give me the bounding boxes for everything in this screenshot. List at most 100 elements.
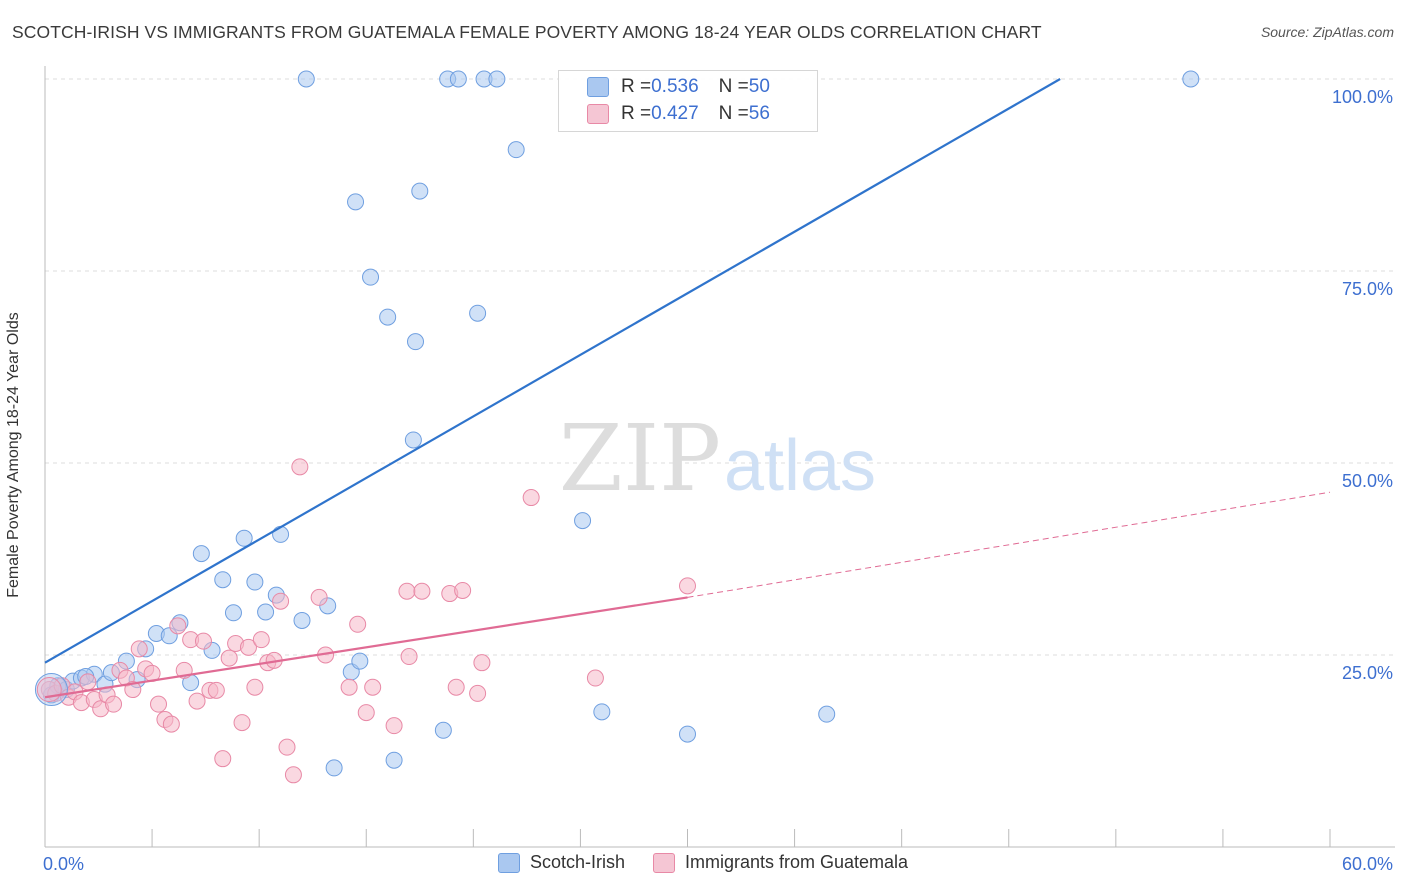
chart-source: Source: ZipAtlas.com: [1260, 24, 1394, 40]
guatemala-point: [349, 615, 367, 633]
scotch-irish-point: [214, 571, 232, 589]
guatemala-point: [233, 714, 251, 732]
guatemala-point: [291, 458, 309, 476]
scotch-irish-point: [434, 721, 452, 739]
scotch-irish-point: [1182, 70, 1200, 88]
scotch-irish-point: [235, 529, 253, 547]
guatemala-point: [36, 677, 62, 703]
guatemala-point: [214, 750, 232, 768]
scotch-irish-point: [351, 652, 369, 670]
guatemala-point: [162, 715, 180, 733]
scotch-irish-point: [34, 673, 68, 707]
legend-row-scotch-irish: R = 0.536 N = 50: [559, 74, 770, 100]
guatemala-point: [194, 632, 212, 650]
series-legend-item-guatemala: Immigrants from Guatemala: [652, 852, 909, 873]
guatemala-point: [340, 678, 358, 696]
guatemala-point: [385, 717, 403, 735]
guatemala-point: [284, 766, 302, 784]
watermark-atlas: atlas: [724, 426, 876, 506]
scotch-irish-point: [488, 70, 506, 88]
scotch-irish-point: [411, 182, 429, 200]
legend-swatch-blue: [587, 77, 609, 97]
guatemala-point: [469, 684, 487, 702]
legend-swatch-pink: [587, 104, 609, 124]
series-legend: Scotch-Irish Immigrants from Guatemala: [0, 852, 1406, 873]
scotch-irish-point: [507, 141, 525, 159]
scotch-irish-point: [379, 308, 397, 326]
y-tick-label: 25.0%: [1342, 663, 1393, 683]
guatemala-point: [130, 640, 148, 658]
guatemala-point: [105, 695, 123, 713]
scotch-irish-point: [272, 525, 290, 543]
guatemala-point: [169, 617, 187, 635]
scotch-irish-point: [818, 705, 836, 723]
guatemala-point: [188, 692, 206, 710]
guatemala-point: [679, 577, 696, 595]
scotch-irish-point: [574, 512, 592, 530]
guatemala-trendline-extension: [687, 491, 1331, 598]
series-name: Scotch-Irish: [529, 852, 625, 872]
x-tick-label: 60.0%: [1342, 854, 1393, 874]
guatemala-point: [246, 678, 264, 696]
guatemala-point: [413, 582, 431, 600]
legend-r-value: 0.427: [651, 103, 699, 124]
y-axis-label: Female Poverty Among 18-24 Year Olds: [5, 312, 22, 598]
watermark-zip: ZIP: [559, 405, 721, 512]
guatemala-point: [473, 654, 491, 672]
scotch-irish-point: [362, 268, 380, 286]
guatemala-point: [239, 638, 257, 656]
guatemala-point: [124, 681, 142, 699]
guatemala-point: [364, 678, 382, 696]
guatemala-point: [207, 681, 225, 699]
legend-n-value: 50: [748, 76, 770, 97]
scotch-irish-point: [679, 725, 696, 743]
scotch-irish-point: [224, 604, 242, 622]
scotch-irish-point: [347, 193, 365, 211]
y-tick-label: 100.0%: [1332, 87, 1393, 107]
guatemala-point: [400, 648, 418, 666]
series-swatch-blue: [497, 852, 520, 873]
legend-row-guatemala: R = 0.427 N = 56: [559, 101, 770, 127]
y-tick-label: 75.0%: [1342, 279, 1393, 299]
legend-n-value: 56: [748, 103, 770, 124]
guatemala-point: [278, 738, 296, 756]
scotch-irish-point: [407, 333, 425, 351]
legend-r-value: 0.536: [651, 76, 699, 97]
guatemala-point: [454, 581, 472, 599]
scotch-irish-point: [257, 603, 275, 621]
scotch-irish-point: [325, 759, 343, 777]
correlation-legend: R = 0.536 N = 50 R = 0.427 N = 56: [558, 70, 818, 132]
legend-r-label: R =: [621, 103, 652, 124]
legend-r-label: R =: [621, 76, 652, 97]
legend-n-label: N =: [718, 76, 749, 97]
scotch-irish-point: [404, 431, 422, 449]
series-name: Immigrants from Guatemala: [684, 852, 909, 872]
guatemala-point: [522, 489, 540, 507]
scotch-irish-trendline: [44, 78, 1061, 664]
guatemala-trendline: [44, 596, 688, 699]
scotch-irish-point: [449, 70, 467, 88]
legend-n-label: N =: [718, 103, 749, 124]
guatemala-point: [272, 592, 290, 610]
chart-title: SCOTCH-IRISH VS IMMIGRANTS FROM GUATEMAL…: [12, 22, 1042, 42]
guatemala-point: [252, 631, 270, 649]
series-legend-item-scotch-irish: Scotch-Irish: [497, 852, 625, 873]
series-swatch-pink: [652, 852, 675, 873]
scotch-irish-point: [293, 611, 311, 629]
guatemala-point: [310, 588, 328, 606]
guatemala-point: [79, 673, 97, 691]
guatemala-point: [150, 695, 168, 713]
scotch-irish-point: [297, 70, 315, 88]
guatemala-point: [220, 649, 238, 667]
y-tick-label: 50.0%: [1342, 471, 1393, 491]
scotch-irish-point: [246, 573, 264, 591]
x-tick-label: 0.0%: [43, 854, 84, 874]
guatemala-point: [398, 582, 416, 600]
guatemala-point: [586, 669, 604, 687]
scotch-irish-point: [192, 545, 210, 563]
scotch-irish-point: [593, 703, 611, 721]
guatemala-point: [447, 678, 465, 696]
scotch-irish-point: [385, 751, 403, 769]
guatemala-point: [357, 704, 375, 722]
